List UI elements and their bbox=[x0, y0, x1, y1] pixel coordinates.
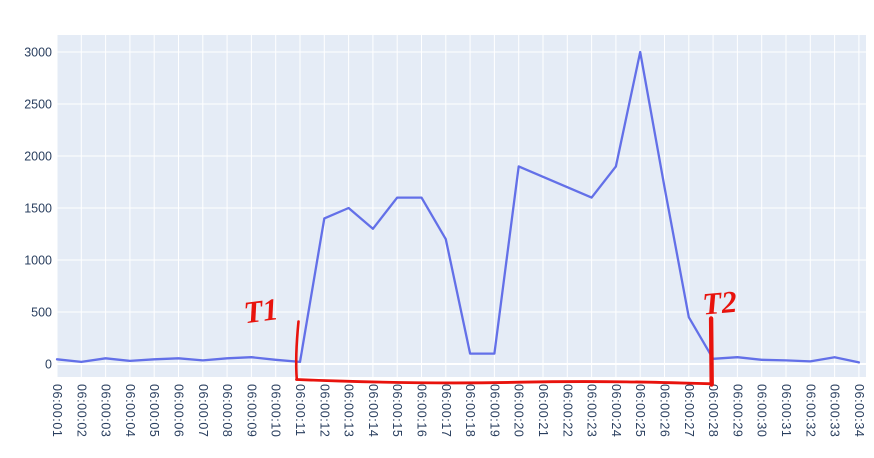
y-tick-label: 2000 bbox=[24, 149, 52, 163]
x-tick-label: 06:00:26 bbox=[658, 384, 672, 437]
x-tick-label: 06:00:30 bbox=[755, 384, 769, 437]
t1-label: T1 bbox=[242, 291, 280, 330]
x-tick-label: 06:00:15 bbox=[390, 384, 404, 437]
x-tick-label: 06:00:23 bbox=[585, 384, 599, 437]
x-tick-label: 06:00:32 bbox=[803, 384, 817, 437]
x-tick-label: 06:00:16 bbox=[415, 384, 429, 437]
x-tick-label: 06:00:20 bbox=[512, 384, 526, 437]
y-tick-label: 0 bbox=[45, 357, 52, 371]
x-tick-label: 06:00:14 bbox=[366, 384, 380, 437]
interval-underline bbox=[295, 378, 714, 386]
hand-annotations bbox=[294, 316, 714, 387]
x-tick-label: 06:00:27 bbox=[682, 384, 696, 437]
x-tick-label: 06:00:11 bbox=[293, 384, 307, 437]
x-tick-label: 06:00:13 bbox=[342, 384, 356, 437]
x-tick-label: 06:00:24 bbox=[609, 384, 623, 437]
x-tick-label: 06:00:18 bbox=[463, 384, 477, 437]
x-tick-label: 06:00:09 bbox=[244, 384, 258, 437]
plot-background bbox=[57, 35, 866, 377]
x-tick-label: 06:00:06 bbox=[172, 384, 186, 437]
x-tick-label: 06:00:04 bbox=[123, 384, 137, 437]
x-tick-label: 06:00:21 bbox=[536, 384, 550, 437]
x-tick-label: 06:00:01 bbox=[50, 384, 64, 437]
y-tick-label: 1000 bbox=[24, 253, 52, 267]
x-tick-label: 06:00:25 bbox=[633, 384, 647, 437]
x-tick-label: 06:00:19 bbox=[487, 384, 501, 437]
y-tick-label: 2500 bbox=[24, 97, 52, 111]
t1-marker-line bbox=[294, 320, 300, 381]
x-tick-label: 06:00:07 bbox=[196, 384, 210, 437]
x-tick-label: 06:00:29 bbox=[730, 384, 744, 437]
x-tick-label: 06:00:03 bbox=[99, 384, 113, 437]
x-tick-label: 06:00:12 bbox=[317, 384, 331, 437]
series-line bbox=[55, 50, 861, 364]
x-tick-label: 06:00:10 bbox=[269, 384, 283, 437]
x-tick-label: 06:00:22 bbox=[560, 384, 574, 437]
y-tick-label: 1500 bbox=[24, 201, 52, 215]
gridlines bbox=[56, 35, 866, 377]
x-tick-label: 06:00:08 bbox=[220, 384, 234, 437]
x-tick-label: 06:00:02 bbox=[74, 384, 88, 437]
y-tick-label: 3000 bbox=[24, 45, 52, 59]
x-tick-label: 06:00:33 bbox=[828, 384, 842, 437]
y-tick-label: 500 bbox=[31, 305, 52, 319]
t2-marker-line bbox=[708, 316, 714, 387]
t2-label: T2 bbox=[701, 284, 738, 322]
x-tick-label: 06:00:17 bbox=[439, 384, 453, 437]
x-tick-label: 06:00:31 bbox=[779, 384, 793, 437]
x-tick-label: 06:00:28 bbox=[706, 384, 720, 437]
x-tick-label: 06:00:05 bbox=[147, 384, 161, 437]
x-tick-label: 06:00:34 bbox=[852, 384, 866, 437]
